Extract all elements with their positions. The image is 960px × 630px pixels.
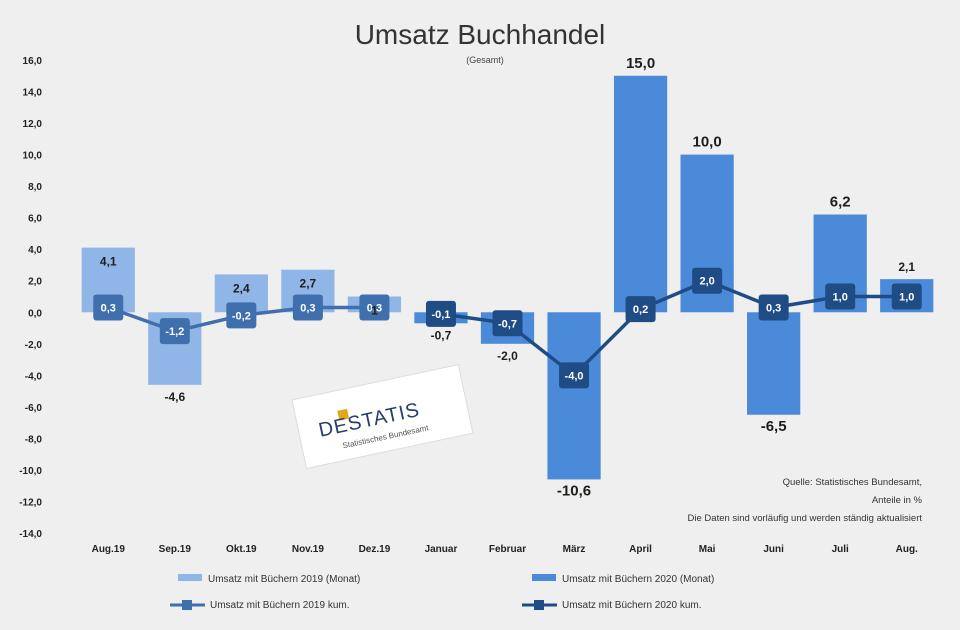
line-marker (425, 300, 456, 327)
y-tick-label: 4,0 (28, 245, 42, 256)
legend-marker-line-2020 (534, 600, 544, 610)
bar-data-label: 4,1 (100, 255, 117, 269)
line-data-label: 0,3 (300, 303, 315, 315)
disclaimer-note: Die Daten sind vorläufig und werden stän… (688, 513, 923, 524)
line-data-label: 0,3 (101, 303, 116, 315)
legend-label-line-2020: Umsatz mit Büchern 2020 kum. (562, 600, 702, 611)
unit-note: Anteile in % (872, 495, 923, 506)
x-tick-label: März (563, 544, 586, 555)
legend-swatch-bar-2019 (178, 574, 202, 581)
y-axis: 16,0 14,0 12,0 10,0 8,0 6,0 4,0 2,0 0,0 -2,0 -4,0 -… (19, 56, 42, 540)
line-marker (758, 294, 789, 321)
y-tick-label: -8,0 (25, 434, 43, 445)
y-tick-label: 0,0 (28, 308, 42, 319)
line-marker (159, 318, 190, 345)
legend-label-bar-2020: Umsatz mit Büchern 2020 (Monat) (562, 574, 714, 585)
y-tick-label: -12,0 (19, 497, 42, 508)
x-tick-label: Aug. (896, 544, 918, 555)
legend: Umsatz mit Büchern 2019 (Monat) Umsatz m… (170, 574, 714, 611)
legend-marker-line-2019 (182, 600, 192, 610)
bar-data-label: -4,6 (164, 390, 185, 404)
source-note: Quelle: Statistisches Bundesamt, (783, 477, 922, 488)
destatis-logo: DESTATIS Statistisches Bundesamt (291, 364, 474, 470)
bar-data-label: 2,4 (233, 281, 250, 295)
bar-data-label: 15,0 (626, 55, 655, 72)
y-tick-label: 14,0 (23, 88, 43, 99)
bar-data-label: -0,7 (431, 328, 452, 342)
x-tick-label: April (629, 544, 652, 555)
line-data-label: 1,0 (833, 292, 848, 304)
x-tick-label: Februar (489, 544, 526, 555)
line-marker (93, 294, 124, 321)
y-tick-label: -4,0 (25, 371, 43, 382)
y-tick-label: -6,0 (25, 403, 43, 414)
bar (547, 312, 601, 480)
bar (747, 312, 801, 415)
line-marker (492, 310, 523, 337)
line-marker (292, 294, 323, 321)
x-tick-label: Sep.19 (159, 544, 192, 555)
line-group: 0,3 -1,2 -0,2 0,3 0,3 -0,1 -0,7 -4,0 0,2 2,0 0,3 1,… (93, 267, 922, 389)
x-tick-label: Aug.19 (92, 544, 126, 555)
x-tick-label: Juni (763, 544, 784, 555)
y-tick-label: 16,0 (23, 56, 43, 67)
line-data-label: -4,0 (565, 370, 584, 382)
y-tick-label: -14,0 (19, 529, 42, 540)
data-label-group: 4,1 -4,6 2,4 2,7 1 -0,7 -2,0 -10,6 15,0 10,0 -6,5 6… (100, 55, 915, 500)
bar-data-label: 1 (371, 304, 378, 318)
y-tick-label: 10,0 (23, 151, 43, 162)
bar-data-label: 10,0 (693, 134, 722, 151)
chart-title: Umsatz Buchhandel (355, 19, 606, 50)
line-data-label: 0,3 (367, 303, 382, 315)
x-tick-label: Nov.19 (292, 544, 324, 555)
bar-data-label: 2,7 (300, 277, 317, 291)
bar-data-label: -6,5 (761, 418, 787, 435)
bar (613, 75, 668, 313)
bar-data-label: -10,6 (557, 482, 591, 499)
y-tick-label: 2,0 (28, 277, 42, 288)
line-marker (359, 294, 390, 321)
x-axis: Aug.19 Sep.19 Okt.19 Nov.19 Dez.19 Januar Febr… (92, 544, 918, 555)
bar-data-label: -2,0 (497, 349, 518, 363)
legend-label-bar-2019: Umsatz mit Büchern 2019 (Monat) (208, 574, 360, 585)
line-marker (692, 267, 723, 294)
line-data-label: 1,0 (899, 292, 914, 304)
y-tick-label: -10,0 (19, 466, 42, 477)
x-tick-label: Januar (425, 544, 458, 555)
line-marker (825, 283, 856, 310)
line-data-label: -0,1 (431, 309, 450, 321)
line-data-label: 0,3 (766, 303, 781, 315)
x-tick-label: Juli (832, 544, 849, 555)
legend-label-line-2019: Umsatz mit Büchern 2019 kum. (210, 600, 350, 611)
line-data-label: -0,7 (498, 318, 517, 330)
line-marker (559, 362, 590, 389)
bar-data-label: 6,2 (830, 194, 851, 211)
y-tick-label: 8,0 (28, 182, 42, 193)
x-tick-label: Okt.19 (226, 544, 257, 555)
legend-swatch-bar-2020 (532, 574, 556, 581)
y-tick-label: 12,0 (23, 119, 43, 130)
line-marker (891, 283, 922, 310)
x-tick-label: Mai (699, 544, 716, 555)
y-tick-label: 6,0 (28, 214, 42, 225)
x-tick-label: Dez.19 (359, 544, 391, 555)
bar-data-label: 2,1 (898, 260, 915, 274)
line-data-label: 0,2 (633, 304, 648, 316)
y-tick-label: -2,0 (25, 340, 43, 351)
logo-accent-mark (337, 408, 350, 421)
line-data-label: -0,2 (232, 310, 251, 322)
line-marker (226, 302, 257, 329)
line-data-label: 2,0 (699, 276, 714, 288)
line-data-label: -1,2 (165, 326, 184, 338)
line-marker (625, 296, 656, 323)
chart-subtitle: (Gesamt) (466, 55, 504, 65)
bar-group (81, 75, 934, 480)
